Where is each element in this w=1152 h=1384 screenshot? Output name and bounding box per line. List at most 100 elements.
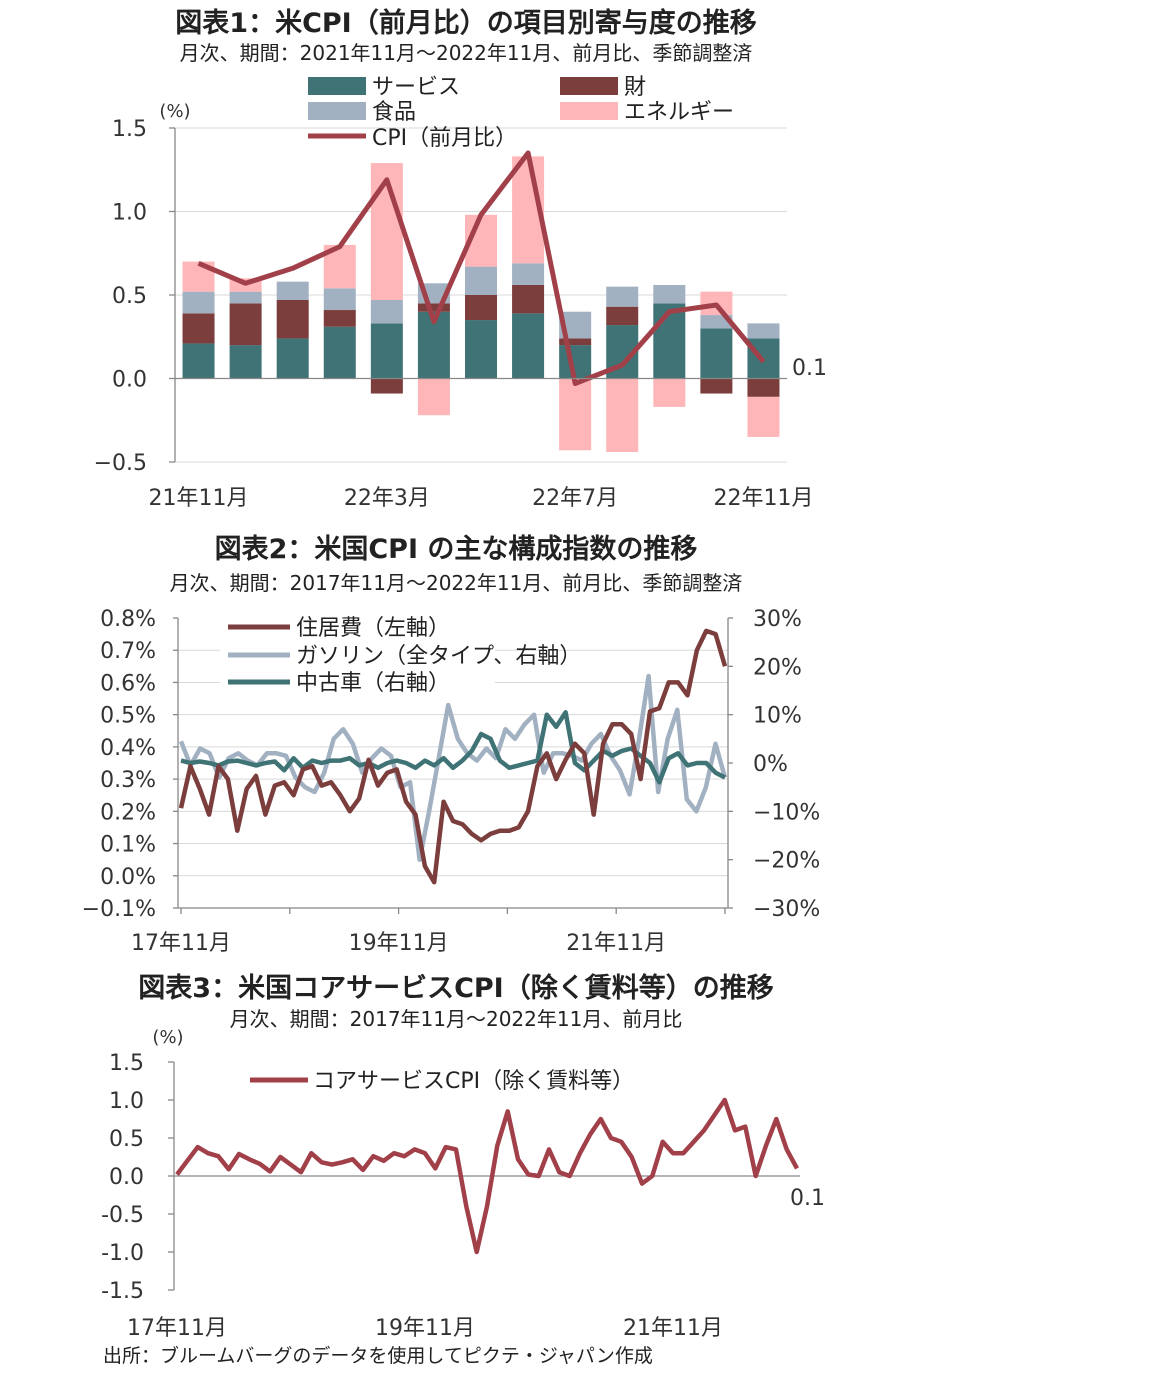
- chart3-axes: [173, 1062, 800, 1290]
- chart1-subtitle: 月次、期間：2021年11月～2022年11月、前月比、季節調整済: [180, 41, 753, 65]
- legend-label-cpi: CPI（前月比）: [372, 126, 517, 151]
- chart3-y-tick-label: 1.0: [109, 1089, 144, 1114]
- legend-label-goods: 財: [624, 75, 646, 100]
- chart1-bar-segment: [370, 323, 403, 379]
- chart1-bar-segment: [182, 343, 215, 379]
- chart1-bar-segment: [229, 291, 262, 304]
- chart2-x-tick-label: 17年11月: [131, 931, 231, 956]
- chart1-bar-segment: [276, 300, 309, 339]
- chart1-end-label: 0.1: [792, 356, 827, 381]
- chart1-bar-segment: [700, 328, 733, 379]
- chart2-right-tick-label: −10%: [753, 800, 820, 825]
- chart1-bar-segment: [606, 306, 639, 326]
- chart1-cpi-line: [197, 150, 766, 386]
- chart3-y-tick-label: 0.0: [109, 1165, 144, 1190]
- chart1-bar-segment: [653, 284, 686, 304]
- chart1-bar-segment: [417, 303, 450, 312]
- chart2-right-tick-label: 30%: [753, 607, 802, 632]
- chart1-bar-segment: [653, 378, 686, 407]
- chart2: 図表2：米国CPI の主な構成指数の推移 月次、期間：2017年11月～2022…: [82, 534, 821, 956]
- legend-label-shelter: 住居費（左軸）: [296, 616, 450, 641]
- chart2-left-tick-label: 0.0%: [100, 865, 156, 890]
- chart1-bar-segment: [747, 323, 780, 339]
- chart3-unit-label: (%): [152, 1027, 183, 1048]
- chart2-left-tick-label: 0.5%: [100, 704, 156, 729]
- chart2-left-tick-label: 0.2%: [100, 800, 156, 825]
- chart3-y-tick-label: -0.5: [101, 1203, 144, 1228]
- chart3-y-tick-label: 1.5: [109, 1051, 144, 1076]
- chart2-right-tick-label: −30%: [753, 897, 820, 922]
- chart1-x-tick-label: 22年3月: [344, 486, 430, 511]
- legend-label-used-cars: 中古車（右軸）: [296, 671, 450, 696]
- chart1-bar-segment: [182, 313, 215, 344]
- chart2-lines: [178, 628, 728, 885]
- chart1-bar-segment: [323, 310, 356, 327]
- legend-label-energy: エネルギー: [624, 100, 734, 125]
- chart1-y-tick-label: −0.5: [94, 451, 147, 476]
- chart1-axes: [174, 128, 787, 462]
- chart1-x-tick-label: 22年11月: [713, 486, 813, 511]
- chart2-right-tick-label: 0%: [753, 752, 788, 777]
- chart3-legend: コアサービスCPI（除く賃料等）: [250, 1069, 634, 1094]
- chart1-bar-segment: [417, 378, 450, 416]
- chart1-bar-segment: [464, 266, 498, 295]
- chart1-bar-segment: [182, 291, 215, 314]
- chart3-x-tick-label: 21年11月: [623, 1316, 723, 1341]
- legend-label-services: サービス: [372, 75, 460, 100]
- chart1-bar-segment: [700, 378, 733, 394]
- chart3-title: 図表3：米国コアサービスCPI（除く賃料等）の推移: [138, 972, 773, 1004]
- chart1-y-tick-label: 0.0: [112, 368, 147, 393]
- chart2-left-tick-label: 0.1%: [100, 833, 156, 858]
- chart3-end-label: 0.1: [790, 1186, 825, 1211]
- legend-swatch-food: [308, 102, 366, 120]
- chart2-right-tick-label: 20%: [753, 655, 802, 680]
- chart1-bar-segment: [606, 378, 639, 452]
- chart1-bar-segment: [559, 338, 592, 346]
- chart1-title: 図表1：米CPI（前月比）の項目別寄与度の推移: [175, 7, 756, 39]
- chart1-x-tick-label: 21年11月: [149, 486, 249, 511]
- chart3: 図表3：米国コアサービスCPI（除く賃料等）の推移 月次、期間：2017年11月…: [101, 972, 825, 1341]
- legend-swatch-goods: [560, 77, 618, 95]
- chart2-right-tick-label: −20%: [753, 849, 820, 874]
- chart1-bar-segment: [747, 396, 780, 437]
- chart1-bar-segment: [370, 300, 403, 324]
- chart1-bar-segment: [512, 284, 545, 314]
- chart3-series-line: [175, 1097, 799, 1255]
- chart2-x-axis: 17年11月 19年11月 21年11月: [131, 908, 726, 956]
- source-note: 出所：ブルームバーグのデータを使用してピクテ・ジャパン作成: [103, 1344, 653, 1367]
- chart2-legend: 住居費（左軸） ガソリン（全タイプ、右軸） 中古車（右軸）: [220, 614, 581, 698]
- legend-swatch-energy: [560, 102, 618, 120]
- chart1-bar-segment: [323, 288, 356, 311]
- chart1-bar-segment: [464, 320, 498, 379]
- chart1-y-tick-label: 0.5: [112, 284, 147, 309]
- chart2-left-tick-label: 0.3%: [100, 768, 156, 793]
- chart1-bar-segment: [464, 295, 498, 321]
- chart1-bar-segment: [606, 286, 639, 307]
- chart1-bars: [182, 156, 780, 452]
- legend-label-gasoline: ガソリン（全タイプ、右軸）: [296, 644, 581, 669]
- chart2-axes: [177, 618, 729, 909]
- chart1-bar-segment: [512, 313, 545, 379]
- chart1-bar-segment: [747, 378, 780, 397]
- chart1-bar-segment: [229, 303, 262, 346]
- chart3-y-axis: 1.5 1.0 0.5 0.0 -0.5 -1.0 -1.5: [101, 1051, 174, 1304]
- chart2-right-tick-label: 10%: [753, 704, 802, 729]
- chart2-title: 図表2：米国CPI の主な構成指数の推移: [215, 534, 698, 565]
- chart1-cpi-polyline: [197, 150, 766, 386]
- chart1-y-tick-label: 1.5: [112, 117, 147, 142]
- chart3-y-tick-label: 0.5: [109, 1127, 144, 1152]
- chart1-bar-segment: [276, 281, 309, 301]
- chart1-y-axis: 1.5 1.0 0.5 0.0 −0.5: [94, 117, 175, 476]
- legend-label-food: 食品: [372, 100, 416, 125]
- chart3-y-tick-label: -1.5: [101, 1279, 144, 1304]
- chart1-bar-segment: [229, 345, 262, 379]
- chart2-left-tick-label: −0.1%: [82, 897, 156, 922]
- legend-label-core-services: コアサービスCPI（除く賃料等）: [313, 1069, 634, 1094]
- chart2-x-tick-label: 21年11月: [566, 931, 666, 956]
- chart1-bar-segment: [559, 378, 592, 451]
- chart3-y-tick-label: -1.0: [101, 1241, 144, 1266]
- chart1-x-tick-label: 22年7月: [532, 486, 618, 511]
- chart1-x-axis: 21年11月 22年3月 22年7月 22年11月: [149, 486, 814, 511]
- chart1-bar-segment: [512, 263, 545, 285]
